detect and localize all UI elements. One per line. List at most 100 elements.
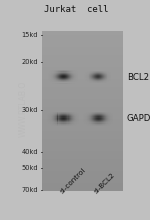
Bar bbox=[78, 113, 80, 114]
Bar bbox=[56, 121, 57, 122]
Bar bbox=[69, 82, 70, 84]
Bar bbox=[66, 79, 67, 80]
Bar bbox=[48, 118, 49, 119]
Bar bbox=[93, 120, 94, 121]
Bar bbox=[96, 76, 97, 77]
Bar bbox=[52, 80, 53, 81]
Bar bbox=[78, 112, 80, 113]
Bar bbox=[59, 125, 60, 126]
Bar bbox=[46, 114, 48, 115]
Bar bbox=[64, 73, 65, 74]
Bar bbox=[84, 119, 85, 120]
Bar bbox=[87, 76, 88, 77]
Bar bbox=[110, 116, 111, 118]
Bar bbox=[102, 71, 103, 72]
Bar bbox=[63, 72, 64, 73]
Bar bbox=[87, 80, 88, 81]
Bar bbox=[42, 67, 123, 71]
Bar bbox=[101, 79, 102, 80]
Bar bbox=[75, 76, 76, 77]
Bar bbox=[102, 72, 103, 73]
Bar bbox=[93, 78, 94, 79]
Bar bbox=[57, 116, 59, 118]
Bar bbox=[77, 77, 78, 78]
Bar bbox=[42, 119, 123, 123]
Bar bbox=[104, 75, 105, 76]
Bar bbox=[50, 77, 51, 78]
Bar bbox=[72, 81, 73, 82]
Bar bbox=[96, 77, 97, 78]
Bar bbox=[61, 79, 62, 80]
Bar bbox=[48, 72, 49, 73]
Bar bbox=[54, 113, 55, 114]
Bar bbox=[42, 123, 123, 127]
Bar bbox=[86, 74, 87, 75]
Bar bbox=[87, 116, 88, 118]
Bar bbox=[42, 87, 123, 91]
Bar bbox=[96, 82, 97, 83]
Bar bbox=[61, 122, 62, 124]
Bar bbox=[71, 118, 72, 119]
Bar bbox=[58, 78, 59, 79]
Bar bbox=[103, 77, 104, 78]
Bar bbox=[55, 74, 56, 75]
Bar bbox=[106, 124, 108, 125]
Bar bbox=[110, 124, 111, 125]
Bar bbox=[63, 113, 64, 114]
Bar bbox=[62, 118, 63, 119]
Bar bbox=[93, 124, 94, 125]
Bar bbox=[96, 116, 98, 118]
Bar bbox=[63, 80, 64, 81]
Bar bbox=[51, 82, 52, 84]
Text: 70kd: 70kd bbox=[22, 187, 38, 193]
Bar bbox=[56, 112, 57, 113]
Bar bbox=[86, 82, 87, 83]
Bar bbox=[82, 115, 84, 116]
Bar bbox=[77, 118, 78, 119]
Bar bbox=[95, 76, 96, 77]
Bar bbox=[95, 73, 96, 74]
Bar bbox=[63, 75, 64, 76]
Bar bbox=[98, 114, 99, 115]
Bar bbox=[101, 78, 102, 79]
Bar bbox=[64, 125, 65, 126]
Bar bbox=[42, 59, 123, 63]
Bar bbox=[71, 113, 72, 114]
Bar bbox=[77, 125, 78, 126]
Bar bbox=[63, 112, 64, 113]
Bar bbox=[62, 125, 63, 126]
Bar bbox=[66, 120, 67, 121]
Bar bbox=[55, 121, 56, 122]
Bar bbox=[106, 82, 107, 83]
Bar bbox=[69, 116, 70, 118]
Bar bbox=[85, 125, 87, 126]
Bar bbox=[109, 71, 110, 72]
Bar bbox=[49, 78, 50, 79]
Bar bbox=[102, 75, 103, 76]
Bar bbox=[77, 120, 78, 121]
Bar bbox=[103, 125, 105, 126]
Bar bbox=[85, 75, 86, 76]
Bar bbox=[76, 77, 77, 78]
Bar bbox=[70, 114, 71, 115]
Bar bbox=[96, 124, 98, 125]
Bar bbox=[73, 77, 74, 78]
Bar bbox=[71, 125, 72, 126]
Bar bbox=[98, 72, 99, 73]
Bar bbox=[93, 122, 94, 124]
Bar bbox=[52, 75, 53, 76]
Text: GAPDH: GAPDH bbox=[127, 114, 150, 123]
Bar bbox=[62, 124, 63, 125]
Bar bbox=[90, 122, 92, 124]
Bar bbox=[84, 112, 85, 113]
Bar bbox=[69, 124, 70, 125]
Bar bbox=[74, 121, 75, 122]
Bar bbox=[49, 119, 50, 120]
Bar bbox=[68, 80, 69, 81]
Bar bbox=[84, 113, 85, 114]
Bar bbox=[97, 80, 98, 81]
Bar bbox=[42, 75, 123, 79]
Bar bbox=[75, 121, 76, 122]
Bar bbox=[61, 125, 62, 126]
Bar bbox=[64, 79, 65, 80]
